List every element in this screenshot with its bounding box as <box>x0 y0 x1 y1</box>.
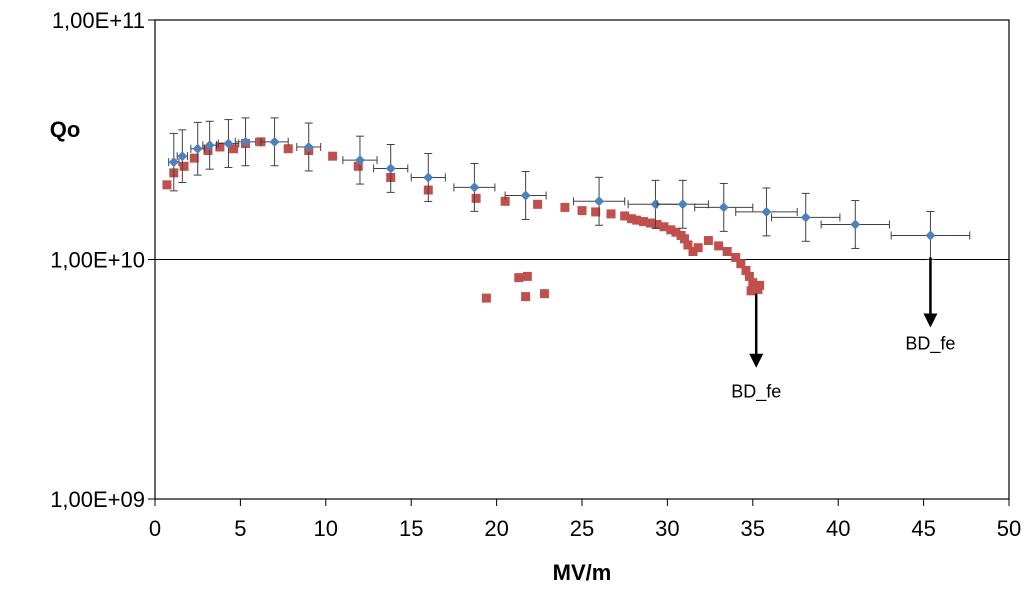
data-point <box>594 196 605 207</box>
data-point <box>761 206 772 217</box>
data-point <box>591 207 601 217</box>
x-tick-label: 0 <box>149 516 161 541</box>
data-point <box>269 136 280 147</box>
series-group <box>162 117 971 303</box>
data-point <box>203 146 213 156</box>
annotations-group: BD_fe BD_fe <box>731 257 955 403</box>
data-point <box>736 259 746 269</box>
data-point <box>500 196 510 206</box>
data-point <box>521 292 531 302</box>
data-point <box>168 157 179 168</box>
x-tick-label: 45 <box>911 516 935 541</box>
data-point <box>539 289 549 299</box>
data-point <box>229 144 239 154</box>
data-point <box>353 161 363 171</box>
annotation-arrow-head <box>923 313 938 328</box>
data-point <box>354 155 365 166</box>
data-point <box>632 215 642 225</box>
data-point <box>731 252 741 262</box>
y-axis-ticks: 1,00E+09 1,00E+10 1,00E+11 <box>50 8 155 512</box>
annotation-arrow-head <box>749 353 764 368</box>
data-point <box>385 163 396 174</box>
data-point <box>688 246 698 256</box>
data-point <box>179 161 189 171</box>
data-point <box>683 240 693 250</box>
y-tick-label: 1,00E+09 <box>50 487 145 512</box>
data-point <box>469 182 480 193</box>
data-point <box>638 217 648 227</box>
annotation-label: BD_fe <box>905 334 955 355</box>
data-point <box>533 199 543 209</box>
data-point <box>744 271 754 281</box>
data-point <box>718 202 729 213</box>
data-point <box>177 151 188 162</box>
data-point <box>627 214 637 224</box>
x-tick-label: 5 <box>234 516 246 541</box>
data-point <box>703 236 713 246</box>
data-point <box>652 220 662 230</box>
data-point <box>560 202 570 212</box>
data-point <box>746 286 756 296</box>
data-point <box>328 151 338 161</box>
data-point <box>283 144 293 154</box>
x-axis-title: MV/m <box>553 560 612 585</box>
data-point <box>192 143 203 154</box>
data-point <box>423 172 434 183</box>
x-tick-label: 20 <box>484 516 508 541</box>
data-point <box>215 142 225 152</box>
data-point <box>800 212 811 223</box>
data-point <box>577 206 587 216</box>
data-point <box>650 199 661 210</box>
x-tick-label: 30 <box>655 516 679 541</box>
data-point <box>481 293 491 303</box>
data-point <box>303 141 314 152</box>
data-point <box>693 243 703 253</box>
data-point <box>679 234 689 244</box>
data-point <box>223 138 234 149</box>
series-2 <box>168 117 971 260</box>
data-point <box>671 227 681 237</box>
x-tick-label: 35 <box>741 516 765 541</box>
data-point <box>659 222 669 232</box>
y-tick-label: 1,00E+11 <box>52 8 145 33</box>
y-axis-title: Qo <box>50 117 81 142</box>
data-point <box>189 153 199 163</box>
x-tick-label: 15 <box>399 516 423 541</box>
y-tick-label: 1,00E+10 <box>50 248 145 273</box>
x-tick-label: 25 <box>570 516 594 541</box>
data-point <box>522 271 532 281</box>
annotation-label: BD_fe <box>731 382 781 403</box>
data-point <box>741 265 751 275</box>
data-point <box>722 246 732 256</box>
data-point <box>204 140 215 151</box>
x-axis-ticks: 0 5 10 15 20 25 30 35 40 45 50 <box>149 499 1021 541</box>
data-point <box>666 225 676 235</box>
x-tick-label: 10 <box>314 516 338 541</box>
data-point <box>620 211 630 221</box>
data-point <box>514 273 524 283</box>
data-point <box>850 219 861 230</box>
data-point <box>748 278 758 288</box>
data-point <box>645 218 655 228</box>
data-point <box>925 230 936 241</box>
data-point <box>471 193 481 203</box>
data-point <box>240 136 251 147</box>
data-point <box>162 180 172 190</box>
x-tick-label: 40 <box>826 516 850 541</box>
data-point <box>714 241 724 251</box>
data-point <box>753 284 763 294</box>
data-point <box>677 199 688 210</box>
x-tick-label: 50 <box>997 516 1021 541</box>
data-point <box>520 190 531 201</box>
data-point <box>606 209 616 219</box>
